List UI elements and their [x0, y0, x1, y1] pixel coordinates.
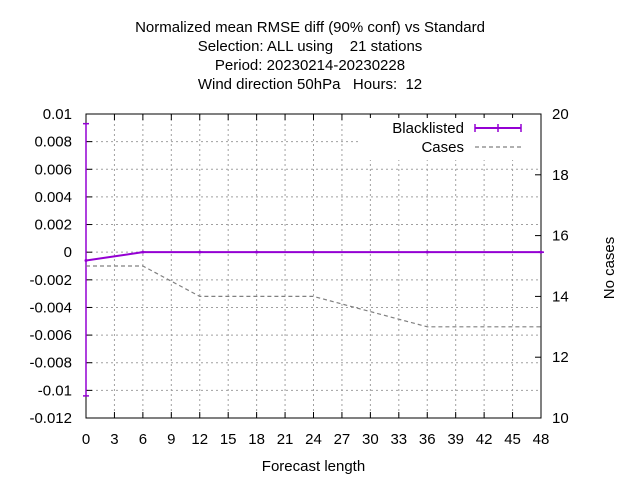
legend: Blacklisted Cases	[360, 118, 538, 160]
y-tick-label: 0	[64, 244, 72, 261]
series-line-cases	[86, 265, 541, 328]
y-tick-label: 0.002	[34, 217, 72, 234]
data-point	[539, 250, 543, 254]
y2-tick-label: 20	[552, 106, 569, 123]
y2-tick-label: 16	[552, 228, 569, 245]
y-tick-label: 0.006	[34, 161, 72, 178]
data-point	[255, 250, 259, 254]
axes: 0 3 6 9 12 15 18 21 24 27 30 33 36 39 42 45 480.010.0080…	[29, 106, 618, 475]
y-tick-label: 0.008	[34, 134, 72, 151]
x-tick-label: 39	[447, 431, 464, 448]
x-tick-label: 45	[504, 431, 521, 448]
chart-title-line: Wind direction 50hPa Hours: 12	[198, 76, 422, 93]
y2-tick-label: 12	[552, 349, 569, 366]
data-point	[84, 258, 88, 262]
data-point	[198, 250, 202, 254]
x-tick-label: 48	[533, 431, 550, 448]
y-tick-label: -0.004	[29, 299, 72, 316]
chart-title-line: Selection: ALL using 21 stations	[198, 38, 423, 55]
x-tick-label: 33	[390, 431, 407, 448]
x-axis-label: Forecast length	[262, 458, 365, 475]
x-tick-label: 42	[476, 431, 493, 448]
legend-label: Cases	[421, 139, 464, 156]
x-tick-label: 15	[220, 431, 237, 448]
y-tick-label: -0.006	[29, 327, 72, 344]
x-tick-label: 30	[362, 431, 379, 448]
x-tick-label: 18	[248, 431, 265, 448]
data-point	[141, 250, 145, 254]
y2-axis-label: No cases	[601, 237, 618, 300]
data-point	[425, 250, 429, 254]
y-tick-label: -0.008	[29, 355, 72, 372]
x-tick-label: 27	[334, 431, 351, 448]
y-tick-label: 0.004	[34, 189, 72, 206]
y-tick-label: -0.002	[29, 272, 72, 289]
y-tick-label: -0.012	[29, 410, 72, 427]
x-tick-label: 0	[82, 431, 90, 448]
grid	[86, 114, 541, 418]
x-tick-label: 12	[191, 431, 208, 448]
y2-tick-label: 18	[552, 167, 569, 184]
x-tick-label: 6	[139, 431, 147, 448]
legend-label: Blacklisted	[392, 120, 464, 137]
x-tick-label: 21	[277, 431, 294, 448]
chart-title: Normalized mean RMSE diff (90% conf) vs …	[135, 19, 485, 93]
y-tick-label: 0.01	[43, 106, 72, 123]
y-tick-label: -0.01	[38, 382, 72, 399]
chart-title-line: Period: 20230214-20230228	[215, 57, 405, 74]
x-tick-label: 3	[110, 431, 118, 448]
data-point	[312, 250, 315, 254]
legend-background	[360, 118, 538, 160]
x-tick-label: 9	[167, 431, 175, 448]
chart-title-line: Normalized mean RMSE diff (90% conf) vs …	[135, 19, 485, 36]
y2-tick-label: 14	[552, 288, 569, 305]
y2-tick-label: 10	[552, 410, 569, 427]
x-tick-label: 36	[419, 431, 436, 448]
series	[83, 122, 544, 397]
x-tick-label: 24	[305, 431, 322, 448]
